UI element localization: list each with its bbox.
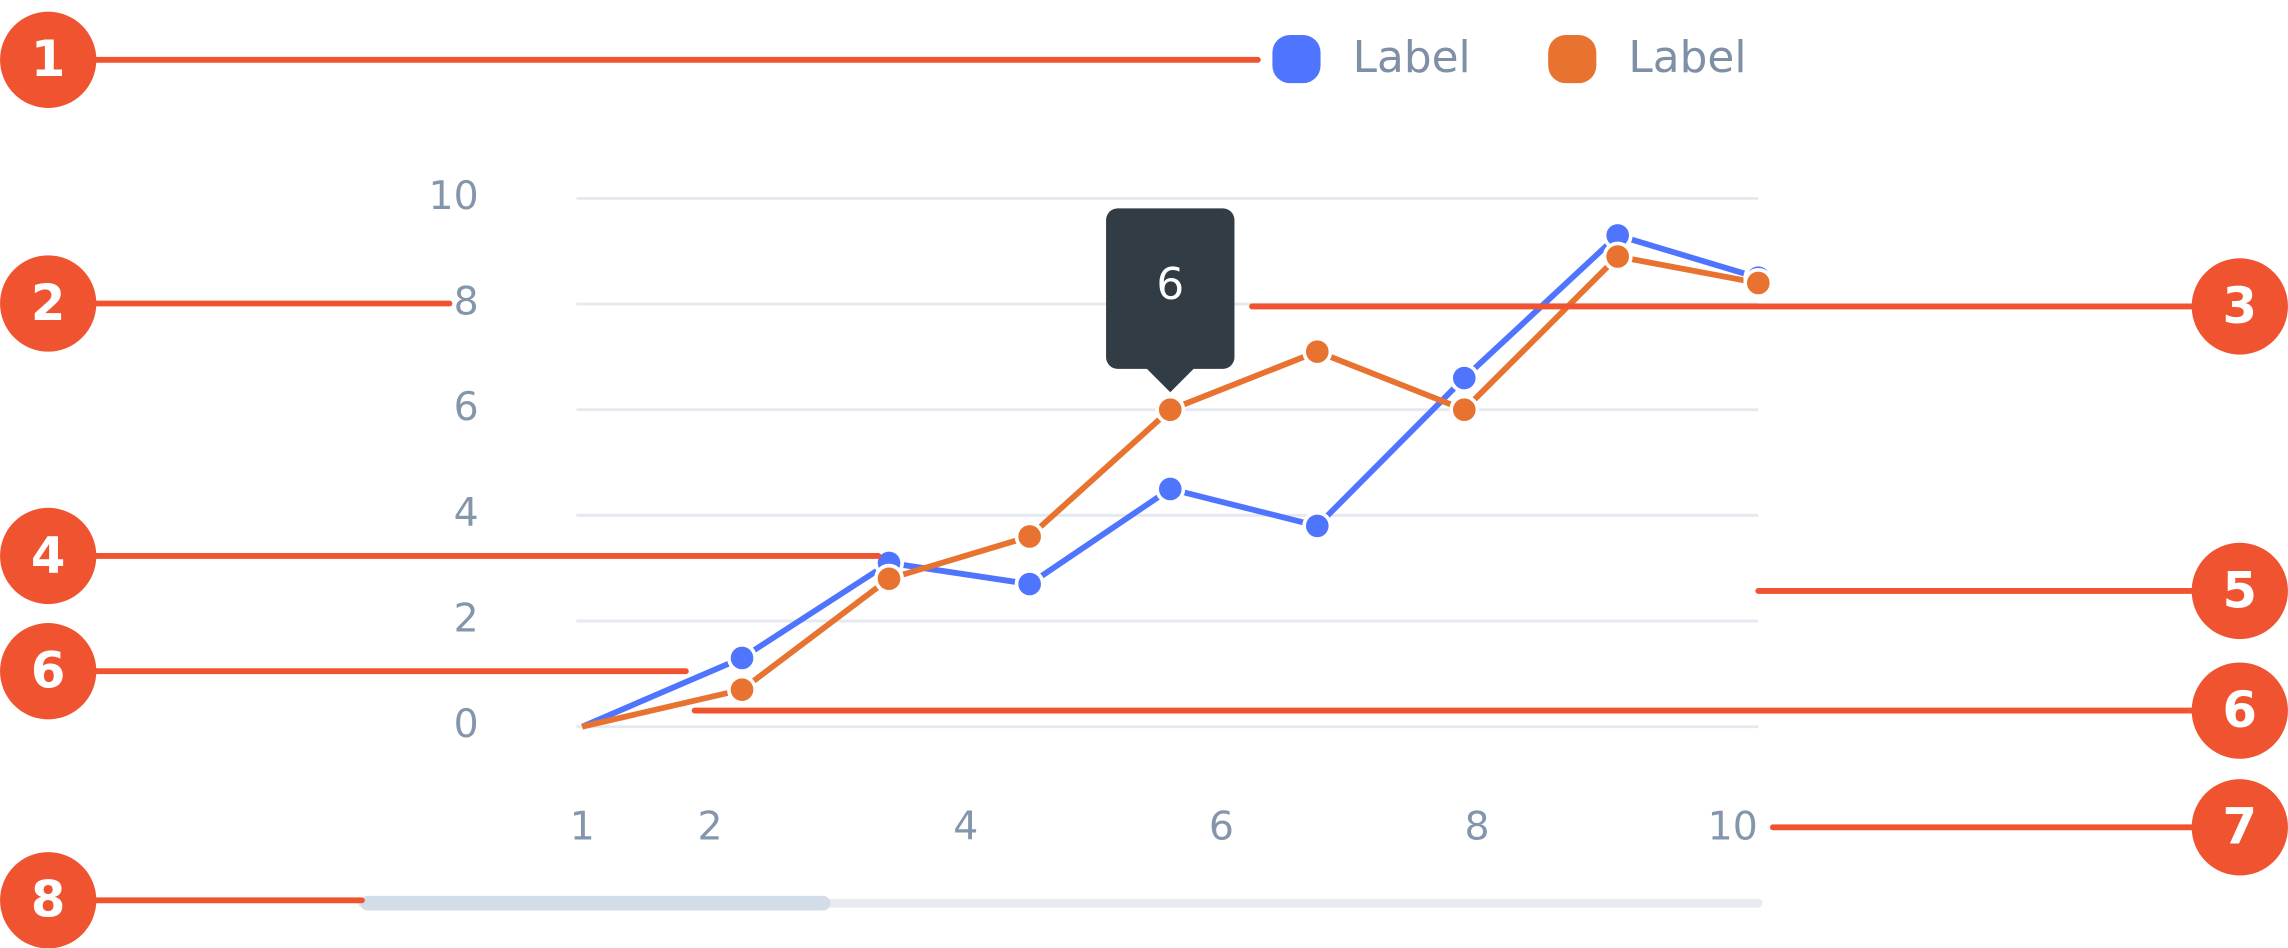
callout-number: 8 <box>31 871 66 929</box>
data-point <box>1302 336 1333 367</box>
callout-badge <box>2191 662 2288 759</box>
x-tick-label: 4 <box>953 803 978 849</box>
data-point <box>727 674 757 705</box>
data-point <box>1602 241 1633 272</box>
data-point <box>1155 394 1186 425</box>
data-point <box>1743 267 1774 298</box>
x-tick-label: 8 <box>1465 803 1490 849</box>
callout-badge <box>0 507 97 605</box>
callout-badge <box>0 11 97 108</box>
legend-swatch <box>1548 35 1597 84</box>
callout-badge <box>0 255 97 352</box>
x-tick-label: 10 <box>1708 803 1758 849</box>
data-point <box>1155 473 1186 504</box>
y-tick-label: 8 <box>454 279 479 325</box>
callout-number: 1 <box>31 30 66 88</box>
data-point <box>1449 363 1480 393</box>
x-tick-label: 2 <box>698 803 723 849</box>
data-point <box>727 643 757 673</box>
callout-number: 2 <box>31 274 66 332</box>
callout-badge <box>2191 779 2288 876</box>
legend-swatch <box>1272 35 1321 84</box>
callout-number: 7 <box>2223 798 2258 856</box>
plot: Label Label 6 <box>581 32 1774 730</box>
y-tick-label: 10 <box>429 173 479 219</box>
callout-number: 6 <box>2223 681 2258 739</box>
tooltip-box <box>1106 208 1235 393</box>
y-tick-label: 4 <box>454 490 479 536</box>
data-point <box>1302 510 1333 541</box>
tooltip-value: 6 <box>1156 259 1184 310</box>
callout-badge <box>0 852 97 948</box>
legend-label: Label <box>1353 32 1471 83</box>
callout-number: 3 <box>2223 277 2258 335</box>
x-tick-label: 6 <box>1209 803 1234 849</box>
callouts: 1 2 3 4 5 6 6 7 8 <box>0 11 2288 948</box>
y-tick-label: 6 <box>454 384 479 430</box>
data-point <box>1014 569 1045 599</box>
callout-badge <box>0 623 97 720</box>
x-tick-label: 1 <box>570 803 595 849</box>
legend-label: Label <box>1628 32 1746 83</box>
callout-number: 4 <box>31 526 66 584</box>
data-point <box>874 563 904 594</box>
tooltip: 6 <box>1106 208 1235 393</box>
data-point <box>1014 521 1045 552</box>
callout-badge <box>2191 258 2288 355</box>
data-point <box>1449 394 1480 425</box>
callout-badge <box>2191 542 2288 640</box>
callout-number: 6 <box>31 642 66 700</box>
y-tick-label: 0 <box>454 701 479 747</box>
callout-number: 5 <box>2223 561 2258 619</box>
y-tick-label: 2 <box>454 596 479 642</box>
